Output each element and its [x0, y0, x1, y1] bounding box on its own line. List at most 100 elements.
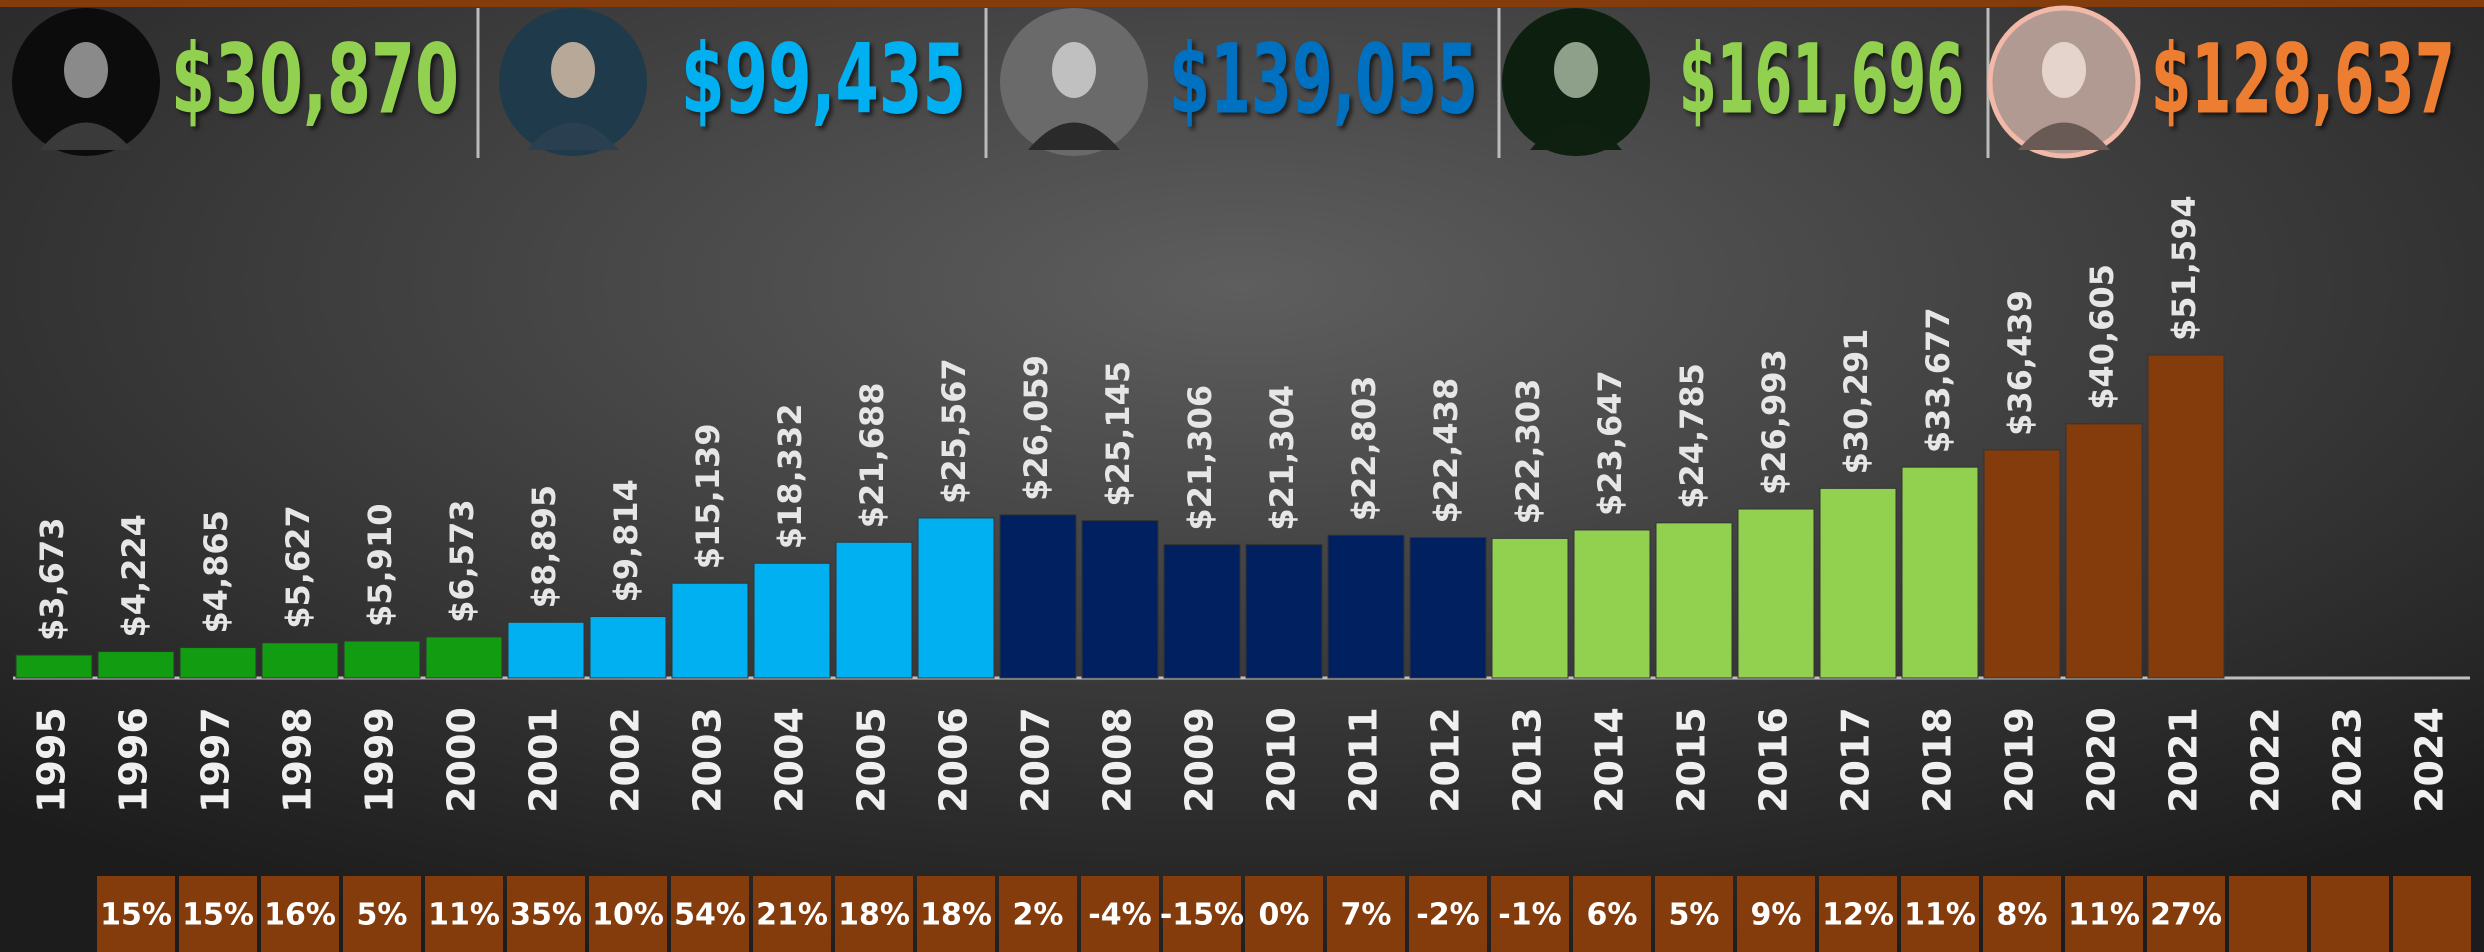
value-label: $25,145: [1099, 361, 1137, 507]
photos: [12, 5, 2141, 159]
growth-box: [1327, 876, 1405, 952]
value-label: $4,224: [115, 514, 153, 637]
growth-box: [1409, 876, 1487, 952]
growth-box: [97, 876, 175, 952]
value-label: $25,567: [935, 358, 973, 504]
bar: [1245, 544, 1323, 679]
value-label: $6,573: [443, 499, 481, 622]
growth-label: -15%: [1160, 898, 1244, 933]
x-tick-label: 2004: [768, 707, 812, 813]
x-tick-label: 2003: [686, 707, 730, 813]
value-label: $8,895: [525, 485, 563, 608]
growth-label: 5%: [1669, 898, 1720, 933]
value-label: $4,865: [197, 510, 235, 633]
x-tick-label: 2000: [440, 707, 484, 813]
bar: [1573, 529, 1651, 679]
x-tick-label: 2017: [1834, 707, 1878, 813]
growth-label: 7%: [1341, 898, 1392, 933]
bar: [1491, 537, 1569, 679]
x-tick-label: 2021: [2162, 707, 2206, 813]
growth-box: [1655, 876, 1733, 952]
bar: [2065, 423, 2143, 679]
bar: [15, 654, 93, 679]
x-tick-label: 2014: [1588, 707, 1632, 813]
growth-box: [2311, 876, 2389, 952]
growth-label: 9%: [1751, 898, 1802, 933]
x-tick-label: 2024: [2408, 707, 2452, 813]
growth-box: [261, 876, 339, 952]
growth-box: [2147, 876, 2225, 952]
x-tick-label: 2018: [1916, 707, 1960, 813]
value-label: $26,993: [1755, 349, 1793, 495]
value-label: $40,605: [2083, 264, 2121, 410]
value-label: $15,139: [689, 423, 727, 569]
x-tick-label: 2002: [604, 707, 648, 813]
growth-box: [835, 876, 913, 952]
value-label: $22,803: [1345, 375, 1383, 521]
x-tick-label: 2011: [1342, 707, 1386, 813]
value-label: $24,785: [1673, 363, 1711, 509]
bar: [1163, 544, 1241, 679]
value-label: $23,647: [1591, 370, 1629, 516]
growth-label: 27%: [2150, 898, 2222, 933]
value-label: $21,306: [1181, 385, 1219, 531]
growth-label: -2%: [1416, 898, 1479, 933]
growth-box: [917, 876, 995, 952]
x-tick-label: 2020: [2080, 707, 2124, 813]
bar: [1983, 449, 2061, 679]
growth-label: -4%: [1088, 898, 1151, 933]
group-total: $99,435: [681, 23, 966, 135]
growth-label: 8%: [1997, 898, 2048, 933]
growth-label: 15%: [100, 898, 172, 933]
bar: [1737, 508, 1815, 679]
growth-label: 5%: [357, 898, 408, 933]
bar: [589, 616, 667, 679]
value-label: $22,438: [1427, 378, 1465, 524]
growth-label: 18%: [838, 898, 910, 933]
bar: [671, 582, 749, 679]
x-tick-label: 2022: [2244, 707, 2288, 813]
growth-label: 2%: [1013, 898, 1064, 933]
x-tick-label: 2013: [1506, 707, 1550, 813]
group-total: $139,055: [1169, 23, 1478, 135]
growth-label: 6%: [1587, 898, 1638, 933]
bar: [179, 647, 257, 679]
bar: [1081, 520, 1159, 679]
bar: [507, 621, 585, 679]
x-tick-label: 2015: [1670, 707, 1714, 813]
bar: [999, 514, 1077, 679]
bar: [425, 636, 503, 679]
x-tick-label: 1995: [30, 707, 74, 813]
growth-box: [1081, 876, 1159, 952]
growth-box: [1983, 876, 2061, 952]
bar: [2147, 354, 2225, 679]
value-label: $9,814: [607, 479, 645, 602]
x-tick-label: 1997: [194, 707, 238, 813]
growth-label: 15%: [182, 898, 254, 933]
group-total: $128,637: [2151, 23, 2455, 135]
growth-label: 10%: [592, 898, 664, 933]
x-tick-label: 2008: [1096, 707, 1140, 813]
x-tick-label: 2019: [1998, 707, 2042, 813]
growth-box: [753, 876, 831, 952]
bar: [261, 642, 339, 679]
growth-label: 16%: [264, 898, 336, 933]
x-tick-label: 2007: [1014, 707, 1058, 813]
value-label: $33,677: [1919, 307, 1957, 453]
bar: [343, 640, 421, 679]
x-tick-label: 2005: [850, 707, 894, 813]
growth-label: 54%: [674, 898, 746, 933]
bar: [917, 517, 995, 679]
x-tick-label: 1998: [276, 707, 320, 813]
x-tick-label: 2009: [1178, 707, 1222, 813]
value-label: $51,594: [2165, 195, 2203, 341]
growth-box: [507, 876, 585, 952]
growth-box: [179, 876, 257, 952]
growth-box: [1163, 876, 1241, 952]
x-tick-label: 1999: [358, 707, 402, 813]
bar: [1409, 537, 1487, 679]
bar: [1327, 534, 1405, 679]
growth-box: [1737, 876, 1815, 952]
growth-box: [425, 876, 503, 952]
value-label: $30,291: [1837, 329, 1875, 475]
